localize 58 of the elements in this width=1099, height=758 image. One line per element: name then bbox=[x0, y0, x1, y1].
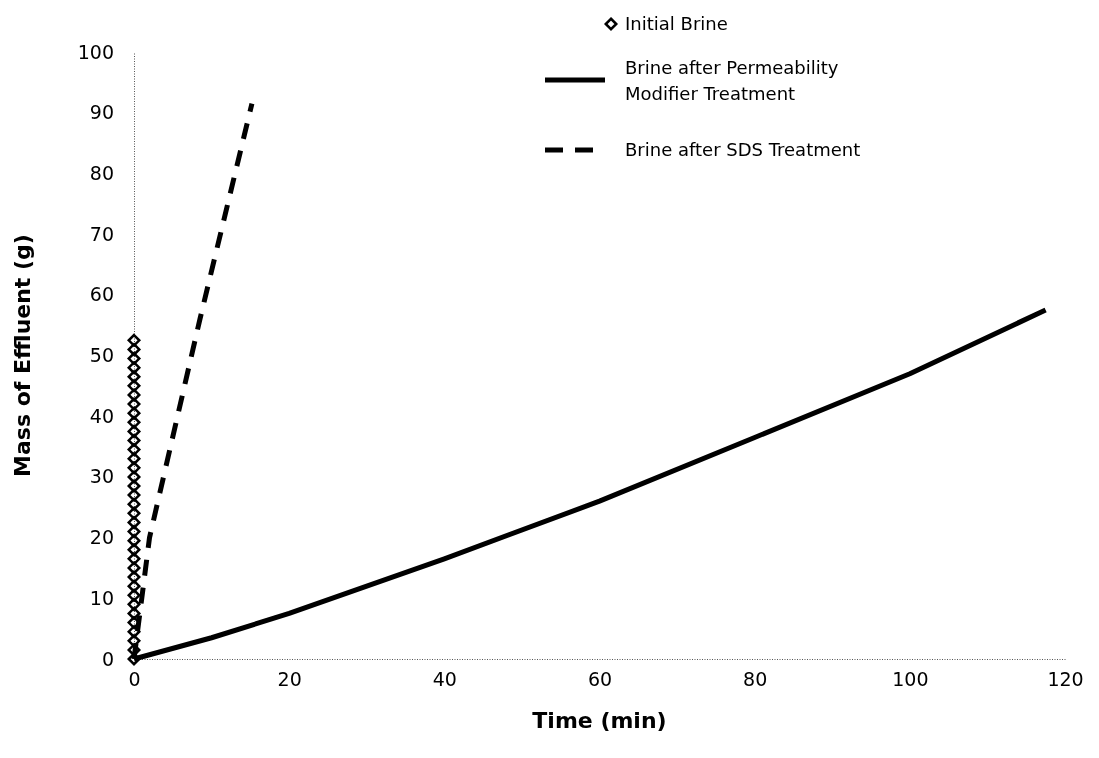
y-axis-title: Mass of Effluent (g) bbox=[10, 234, 35, 477]
point bbox=[127, 515, 141, 529]
y-tick-label: 10 bbox=[89, 586, 114, 609]
point bbox=[127, 652, 141, 666]
point bbox=[127, 570, 141, 584]
point bbox=[127, 415, 141, 429]
point bbox=[127, 561, 141, 575]
point bbox=[127, 506, 141, 520]
point bbox=[127, 488, 141, 502]
legend-label: Brine after Permeability Modifier Treatment bbox=[625, 57, 839, 104]
point bbox=[127, 606, 141, 620]
point bbox=[127, 597, 141, 611]
y-tick-label: 60 bbox=[89, 283, 114, 306]
point bbox=[127, 443, 141, 457]
point bbox=[127, 588, 141, 602]
point bbox=[127, 433, 141, 447]
point bbox=[127, 525, 141, 539]
point bbox=[127, 461, 141, 475]
point bbox=[127, 379, 141, 393]
point bbox=[127, 534, 141, 548]
legend-label: Initial Brine bbox=[625, 13, 728, 34]
x-tick-label: 100 bbox=[892, 668, 929, 691]
point bbox=[127, 388, 141, 402]
x-tick-label: 80 bbox=[743, 668, 768, 691]
point bbox=[127, 625, 141, 639]
y-tick-label: 20 bbox=[89, 526, 114, 549]
y-tick-label: 90 bbox=[89, 101, 114, 124]
x-tick-label: 20 bbox=[277, 668, 302, 691]
x-tick-label: 60 bbox=[587, 668, 613, 691]
point bbox=[127, 361, 141, 375]
y-tick-label: 30 bbox=[89, 465, 114, 488]
point bbox=[127, 352, 141, 366]
point bbox=[127, 634, 141, 648]
point bbox=[127, 497, 141, 511]
y-tick-label: 50 bbox=[89, 344, 114, 367]
point bbox=[127, 479, 141, 493]
x-tick-label: 120 bbox=[1047, 668, 1084, 691]
legend-label: Brine after SDS Treatment bbox=[625, 139, 861, 160]
point bbox=[127, 579, 141, 593]
point bbox=[127, 333, 141, 347]
y-tick-label: 80 bbox=[89, 161, 114, 184]
point bbox=[127, 552, 141, 566]
x-axis-title: Time (min) bbox=[532, 708, 667, 733]
y-tick-label: 70 bbox=[89, 222, 114, 245]
x-tick-label: 0 bbox=[128, 668, 141, 691]
point bbox=[127, 643, 141, 657]
point bbox=[127, 397, 141, 411]
x-tick-label: 40 bbox=[432, 668, 457, 691]
point bbox=[127, 406, 141, 420]
point bbox=[127, 470, 141, 484]
y-tick-label: 100 bbox=[77, 40, 114, 63]
y-tick-label: 40 bbox=[89, 404, 114, 427]
point bbox=[127, 370, 141, 384]
point bbox=[127, 543, 141, 557]
y-tick-label: 0 bbox=[101, 647, 114, 670]
point bbox=[127, 424, 141, 438]
point bbox=[127, 452, 141, 466]
point bbox=[127, 342, 141, 356]
